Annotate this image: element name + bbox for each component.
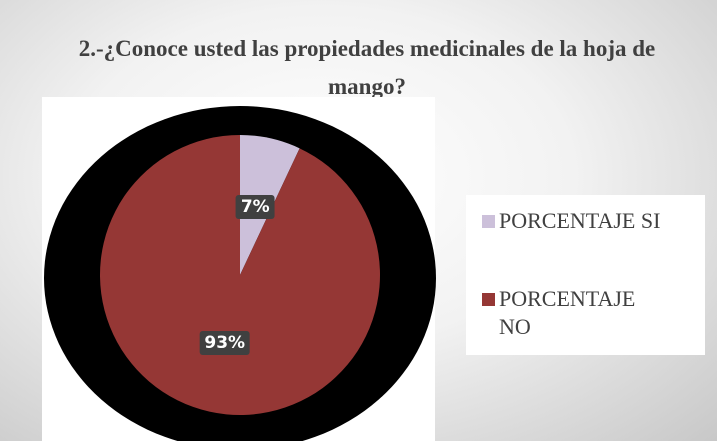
pie-slice — [99, 135, 380, 416]
chart-title: 2.-¿Conoce usted las propiedades medicin… — [78, 36, 656, 99]
data-label: 93% — [199, 331, 251, 356]
data-label: 7% — [235, 194, 275, 219]
legend: PORCENTAJE SI PORCENTAJE NO — [466, 195, 705, 355]
legend-entry: PORCENTAJE NO — [482, 285, 669, 341]
legend-swatch — [482, 215, 495, 228]
legend-label: PORCENTAJE SI — [499, 208, 661, 233]
legend-swatch — [482, 293, 495, 306]
legend-entry: PORCENTAJE SI — [482, 207, 669, 235]
legend-label: PORCENTAJE NO — [499, 286, 636, 339]
